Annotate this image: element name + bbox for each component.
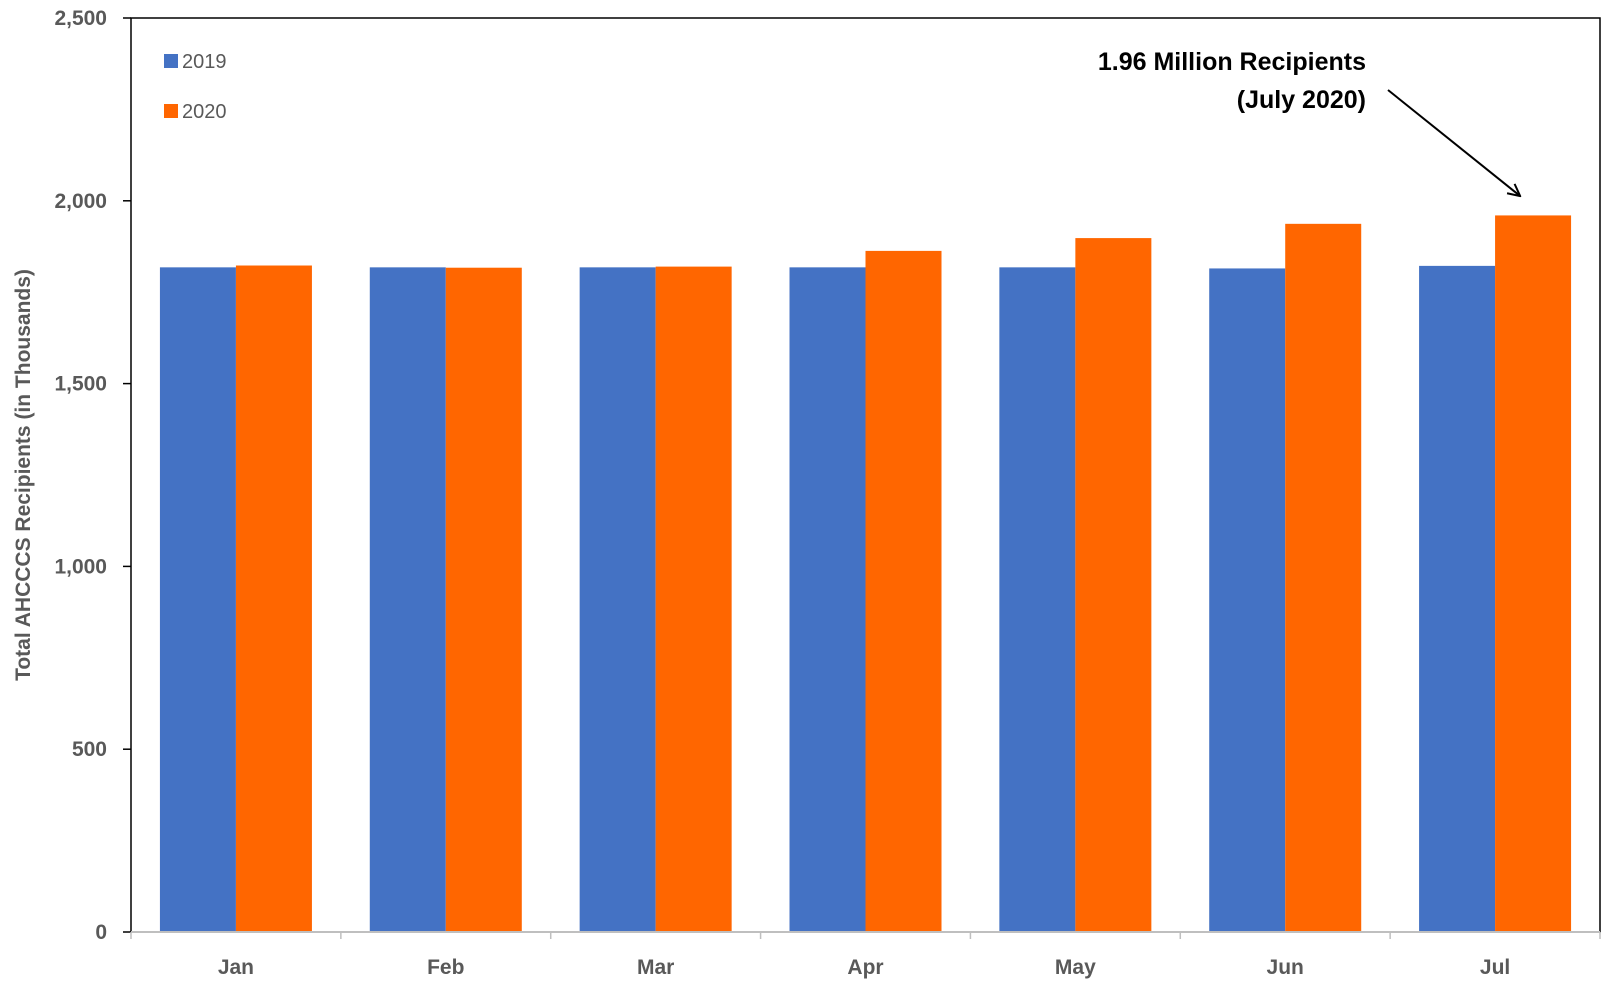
bar-2019-mar	[579, 267, 656, 932]
y-axis-title: Total AHCCCS Recipients (in Thousands)	[12, 269, 35, 681]
annotation-line-2: (July 2020)	[1237, 86, 1366, 114]
x-tick-label: Mar	[637, 956, 674, 979]
y-tick-label: 500	[72, 738, 107, 761]
bar-2020-feb	[445, 267, 522, 932]
y-tick-label: 1,500	[54, 373, 107, 396]
bar-2020-may	[1075, 238, 1152, 933]
x-tick-label: Jun	[1267, 956, 1304, 979]
annotation-arrow	[1387, 89, 1519, 195]
bar-2020-jan	[235, 265, 312, 932]
x-tick-label: Jan	[218, 956, 254, 979]
x-tick-label: Apr	[847, 956, 883, 979]
legend-label-2020: 2020	[182, 101, 227, 123]
legend-label-2019: 2019	[182, 51, 227, 73]
axes-group: 0 500 1,000 1,500 2,000 2,500 Jan Feb Mar Apr May J…	[54, 7, 1601, 979]
bar-2019-jul	[1419, 265, 1496, 932]
legend-swatch-2020	[164, 104, 178, 118]
bar-2019-feb	[369, 267, 446, 932]
bar-2020-mar	[655, 266, 732, 932]
y-tick-label: 0	[95, 921, 107, 944]
annotation-line-1: 1.96 Million Recipients	[1098, 48, 1366, 76]
y-tick-label: 2,000	[54, 190, 107, 213]
bar-2019-may	[999, 267, 1076, 932]
annotation: 1.96 Million Recipients (July 2020)	[1098, 48, 1520, 195]
bar-2020-jul	[1495, 215, 1572, 932]
bars-group	[159, 215, 1572, 933]
bar-2019-apr	[789, 267, 866, 932]
bar-2020-jun	[1285, 223, 1362, 933]
legend: 2019 2020	[164, 51, 227, 123]
bar-2020-apr	[865, 250, 942, 932]
x-tick-label: May	[1055, 956, 1096, 979]
y-tick-label: 1,000	[54, 555, 107, 578]
bar-2019-jun	[1209, 268, 1286, 932]
legend-swatch-2019	[164, 54, 178, 68]
x-tick-label: Feb	[427, 956, 464, 979]
bar-2019-jan	[159, 267, 236, 932]
x-tick-label: Jul	[1480, 956, 1510, 979]
y-tick-label: 2,500	[54, 7, 107, 30]
